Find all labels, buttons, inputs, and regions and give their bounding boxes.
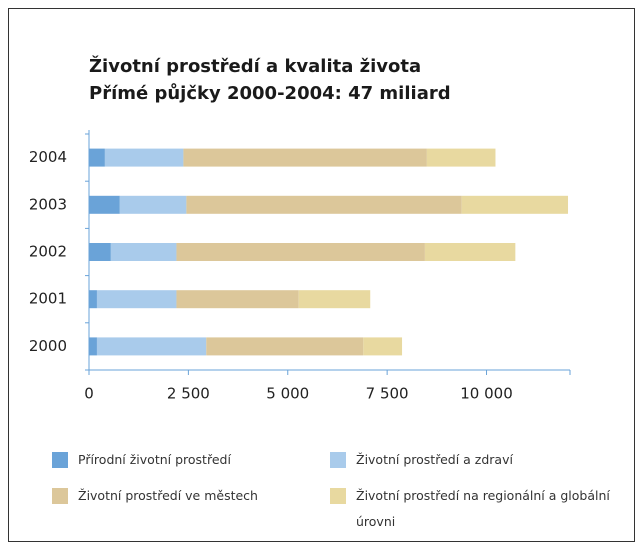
x-tick-label: 5 000 <box>266 385 309 403</box>
legend-swatch <box>330 488 346 504</box>
legend-label: Životní prostředí a zdraví <box>356 452 513 467</box>
bar-segment <box>298 290 371 309</box>
bar-segment <box>104 148 184 167</box>
bar-segment <box>96 290 177 309</box>
chart-title: Životní prostředí a kvalita života <box>89 55 421 77</box>
bar-segment <box>96 337 207 356</box>
x-tick-label: 10 000 <box>460 385 513 403</box>
y-tick-label: 2003 <box>29 195 67 213</box>
bar-segment <box>176 290 299 309</box>
x-tick-label: 7 500 <box>366 385 409 403</box>
legend-swatch <box>52 488 68 504</box>
bar-segment <box>119 195 187 214</box>
frame <box>8 8 635 542</box>
chart-subtitle: Přímé půjčky 2000-2004: 47 miliard <box>89 82 451 104</box>
bar-segment <box>206 337 364 356</box>
bar-segment <box>424 243 516 261</box>
legend-swatch <box>52 452 68 468</box>
legend-label: Životní prostředí na regionální a globál… <box>356 488 610 529</box>
bar-segment <box>363 337 403 356</box>
legend-swatch <box>330 452 346 468</box>
bar-segment <box>183 148 427 167</box>
bar-segment <box>461 195 569 214</box>
bar-segment <box>110 243 177 261</box>
y-tick-label: 2004 <box>29 148 67 166</box>
bar-segment <box>89 148 105 167</box>
y-tick-label: 2000 <box>29 337 67 355</box>
legend-label: Životní prostředí ve městech <box>78 488 258 503</box>
x-tick-label: 0 <box>84 385 94 403</box>
x-tick-label: 2 500 <box>167 385 210 403</box>
bar-segment <box>176 243 425 261</box>
bar-segment <box>89 337 97 356</box>
bar-segment <box>89 243 111 261</box>
legend-label: Přírodní životní prostředí <box>78 452 231 467</box>
y-tick-label: 2001 <box>29 290 67 308</box>
bar-segment <box>186 195 462 214</box>
bar-segment <box>89 290 97 309</box>
bar-segment <box>426 148 496 167</box>
y-tick-label: 2002 <box>29 243 67 261</box>
bar-segment <box>89 195 120 214</box>
